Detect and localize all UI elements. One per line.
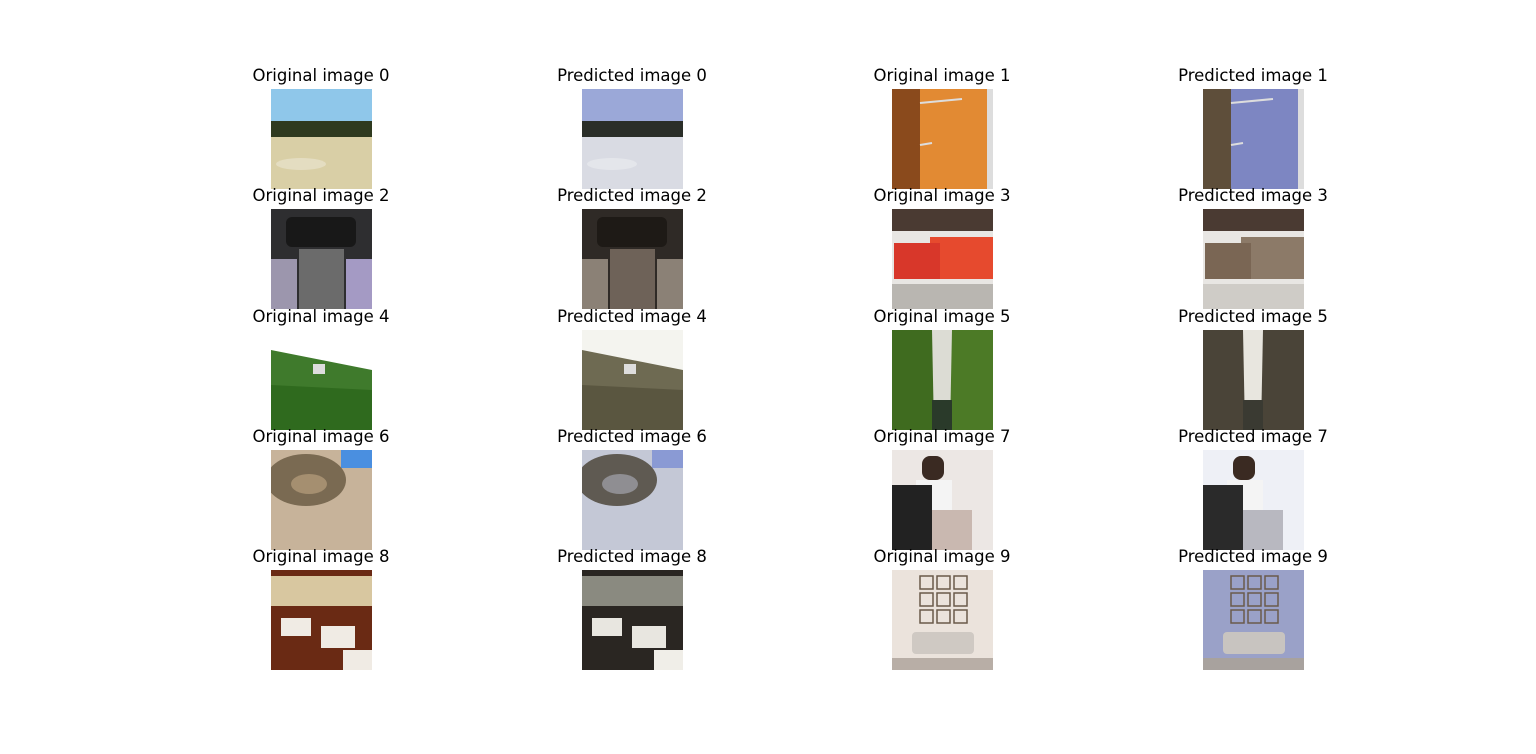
man-with-poster-predicted-image [1203,450,1304,550]
predicted-image-title: Predicted image 7 [1178,427,1328,446]
man-with-poster-original-image [892,450,993,550]
predicted-image-title: Predicted image 3 [1178,186,1328,205]
forest-river-predicted-image [1203,330,1304,430]
restaurant-interior-original-image [271,570,372,670]
living-room-wall-art-original-image [892,570,993,670]
orange-wall-door-predicted-image [1203,89,1304,189]
original-image-title: Original image 2 [252,186,390,205]
predicted-image-title: Predicted image 8 [557,547,707,566]
fire-station-original-image [892,209,993,309]
original-image-title: Original image 6 [252,427,390,446]
original-image-title: Original image 0 [252,66,390,85]
original-image-title: Original image 9 [873,547,1011,566]
dry-field-landscape-original-image [271,89,372,189]
predicted-image-title: Predicted image 0 [557,66,707,85]
green-hillside-original-image [271,330,372,430]
fire-station-predicted-image [1203,209,1304,309]
green-hillside-predicted-image [582,330,683,430]
original-image-title: Original image 7 [873,427,1011,446]
orange-wall-door-original-image [892,89,993,189]
original-image-title: Original image 1 [873,66,1011,85]
original-image-title: Original image 4 [252,307,390,326]
dry-field-landscape-predicted-image [582,89,683,189]
predicted-image-title: Predicted image 6 [557,427,707,446]
living-room-wall-art-predicted-image [1203,570,1304,670]
predicted-image-title: Predicted image 5 [1178,307,1328,326]
original-image-title: Original image 8 [252,547,390,566]
stone-amphitheater-predicted-image [582,450,683,550]
predicted-image-title: Predicted image 1 [1178,66,1328,85]
helicopter-cockpit-predicted-image [582,209,683,309]
forest-river-original-image [892,330,993,430]
predicted-image-title: Predicted image 4 [557,307,707,326]
original-image-title: Original image 5 [873,307,1011,326]
helicopter-cockpit-original-image [271,209,372,309]
original-image-title: Original image 3 [873,186,1011,205]
predicted-image-title: Predicted image 2 [557,186,707,205]
stone-amphitheater-original-image [271,450,372,550]
restaurant-interior-predicted-image [582,570,683,670]
predicted-image-title: Predicted image 9 [1178,547,1328,566]
